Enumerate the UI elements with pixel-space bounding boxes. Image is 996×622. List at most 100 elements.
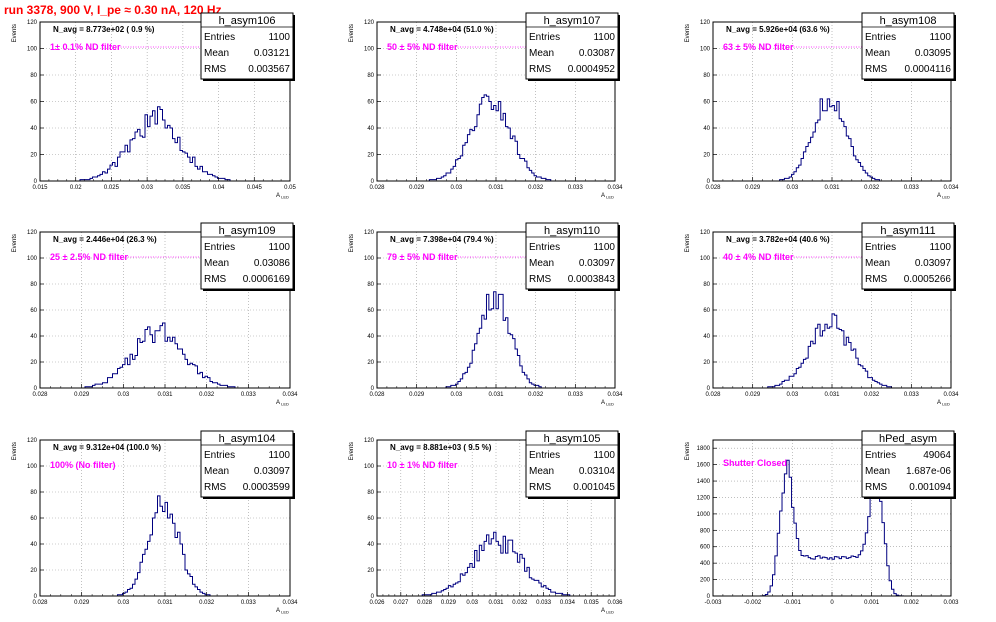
stats-box-title: h_asym109 bbox=[219, 225, 276, 237]
y-tick-label: 1000 bbox=[697, 512, 711, 518]
n-avg-label: N_avg = 7.398e+04 (79.4 %) bbox=[390, 235, 494, 244]
x-tick-label: 0.002 bbox=[904, 600, 920, 606]
y-tick-label: 20 bbox=[703, 360, 710, 366]
x-tick-label: 0.003 bbox=[943, 600, 959, 606]
stats-key-entries: Entries bbox=[204, 32, 235, 43]
stats-value-mean: 0.03086 bbox=[254, 258, 291, 269]
y-tick-label: 100 bbox=[364, 47, 375, 53]
x-tick-label: 0.031 bbox=[157, 600, 173, 606]
stats-box bbox=[200, 430, 294, 498]
x-tick-label: 0.015 bbox=[32, 185, 48, 191]
n-avg-label: N_avg = 5.926e+04 (63.6 %) bbox=[726, 25, 830, 34]
x-tick-label: 0.031 bbox=[824, 185, 840, 191]
stats-key-mean: Mean bbox=[529, 258, 554, 269]
x-axis-label: A LED bbox=[601, 400, 614, 407]
x-tick-label: 0.03 bbox=[450, 392, 462, 398]
stats-value-rms: 0.0006169 bbox=[243, 274, 291, 285]
x-tick-label: 0.029 bbox=[409, 392, 425, 398]
y-tick-label: 100 bbox=[364, 464, 375, 470]
histogram-line bbox=[713, 457, 951, 597]
x-tick-label: 0 bbox=[830, 600, 834, 606]
stats-value-rms: 0.0003843 bbox=[568, 274, 616, 285]
stats-value-mean: 0.03087 bbox=[579, 48, 616, 59]
stats-key-rms: RMS bbox=[529, 482, 552, 493]
stats-key-mean: Mean bbox=[204, 48, 229, 59]
x-tick-label: 0.034 bbox=[943, 185, 959, 191]
y-tick-label: 60 bbox=[367, 516, 374, 522]
y-tick-label: 0 bbox=[34, 179, 38, 185]
y-tick-label: 1600 bbox=[697, 463, 711, 469]
stats-key-entries: Entries bbox=[529, 32, 560, 43]
x-tick-label: 0.032 bbox=[199, 600, 215, 606]
x-tick-label: 0.028 bbox=[369, 392, 385, 398]
stats-value-rms: 0.0003599 bbox=[243, 482, 291, 493]
y-tick-label: 0 bbox=[371, 386, 375, 392]
y-axis-label: Events bbox=[12, 24, 18, 42]
stats-shadow bbox=[618, 15, 620, 81]
x-tick-label: 0.029 bbox=[745, 392, 761, 398]
y-tick-label: 60 bbox=[367, 100, 374, 106]
stats-box bbox=[525, 222, 619, 290]
stats-key-rms: RMS bbox=[204, 274, 227, 285]
x-tick-label: 0.033 bbox=[241, 392, 257, 398]
histogram-panel-h_asym109: 0.028 0.029 0.03 0.031 0.032 0.033 0.034 0 20 40 6… bbox=[12, 222, 298, 407]
x-tick-label: -0.003 bbox=[704, 600, 722, 606]
stats-value-rms: 0.0004116 bbox=[904, 64, 951, 75]
stats-key-rms: RMS bbox=[865, 482, 888, 493]
stats-key-mean: Mean bbox=[204, 258, 229, 269]
x-tick-label: 0.045 bbox=[247, 185, 263, 191]
x-tick-label: 0.031 bbox=[157, 392, 173, 398]
stats-key-entries: Entries bbox=[529, 242, 560, 253]
x-tick-label: 0.029 bbox=[74, 392, 90, 398]
y-tick-label: 40 bbox=[30, 542, 37, 548]
stats-key-entries: Entries bbox=[865, 32, 896, 43]
stats-box-title: h_asym108 bbox=[880, 15, 937, 27]
stats-shadow bbox=[864, 497, 956, 499]
stats-shadow bbox=[203, 79, 295, 81]
filter-label: 50 ± 5% ND filter bbox=[387, 42, 458, 52]
x-axis-label: A LED bbox=[276, 193, 289, 200]
y-tick-label: 120 bbox=[364, 230, 375, 236]
stats-key-rms: RMS bbox=[865, 64, 888, 75]
y-tick-label: 40 bbox=[703, 126, 710, 132]
filter-label: 1± 0.1% ND filter bbox=[50, 42, 121, 52]
y-axis-label: Events bbox=[12, 442, 18, 460]
x-tick-label: 0.032 bbox=[864, 185, 880, 191]
y-tick-label: 20 bbox=[367, 360, 374, 366]
filter-label: 100% (No filter) bbox=[50, 460, 116, 470]
y-axis-label: Events bbox=[349, 234, 355, 252]
histogram-line bbox=[377, 531, 615, 597]
y-tick-label: 120 bbox=[27, 20, 38, 26]
stats-value-mean: 1.687e-06 bbox=[906, 466, 951, 477]
x-tick-label: 0.028 bbox=[32, 600, 48, 606]
x-tick-label: -0.002 bbox=[744, 600, 762, 606]
x-tick-label: 0.029 bbox=[745, 185, 761, 191]
x-tick-label: 0.03 bbox=[450, 185, 462, 191]
stats-key-rms: RMS bbox=[204, 482, 227, 493]
stats-key-entries: Entries bbox=[865, 450, 896, 461]
x-tick-label: 0.026 bbox=[369, 600, 385, 606]
stats-key-rms: RMS bbox=[529, 64, 552, 75]
stats-key-rms: RMS bbox=[204, 64, 227, 75]
stats-shadow bbox=[528, 289, 620, 291]
histogram-panel-h_asym104: 0.028 0.029 0.03 0.031 0.032 0.033 0.034 0 20 40 6… bbox=[12, 430, 298, 615]
x-axis-label: A LED bbox=[276, 608, 289, 615]
stats-shadow bbox=[528, 497, 620, 499]
y-tick-label: 80 bbox=[703, 282, 710, 288]
y-axis-label: Events bbox=[685, 442, 691, 460]
y-tick-label: 40 bbox=[367, 334, 374, 340]
y-tick-label: 80 bbox=[367, 490, 374, 496]
x-tick-label: 0.031 bbox=[488, 600, 504, 606]
stats-shadow bbox=[203, 289, 295, 291]
stats-value-entries: 1100 bbox=[268, 32, 290, 43]
y-tick-label: 20 bbox=[30, 153, 37, 159]
x-tick-label: 0.034 bbox=[282, 600, 298, 606]
y-axis-label: Events bbox=[685, 234, 691, 252]
stats-value-entries: 1100 bbox=[593, 242, 615, 253]
y-tick-label: 120 bbox=[27, 438, 38, 444]
y-tick-label: 120 bbox=[364, 438, 375, 444]
y-tick-label: 20 bbox=[367, 153, 374, 159]
histogram-line bbox=[40, 106, 290, 182]
stats-value-entries: 49064 bbox=[923, 450, 951, 461]
x-tick-label: 0.032 bbox=[199, 392, 215, 398]
